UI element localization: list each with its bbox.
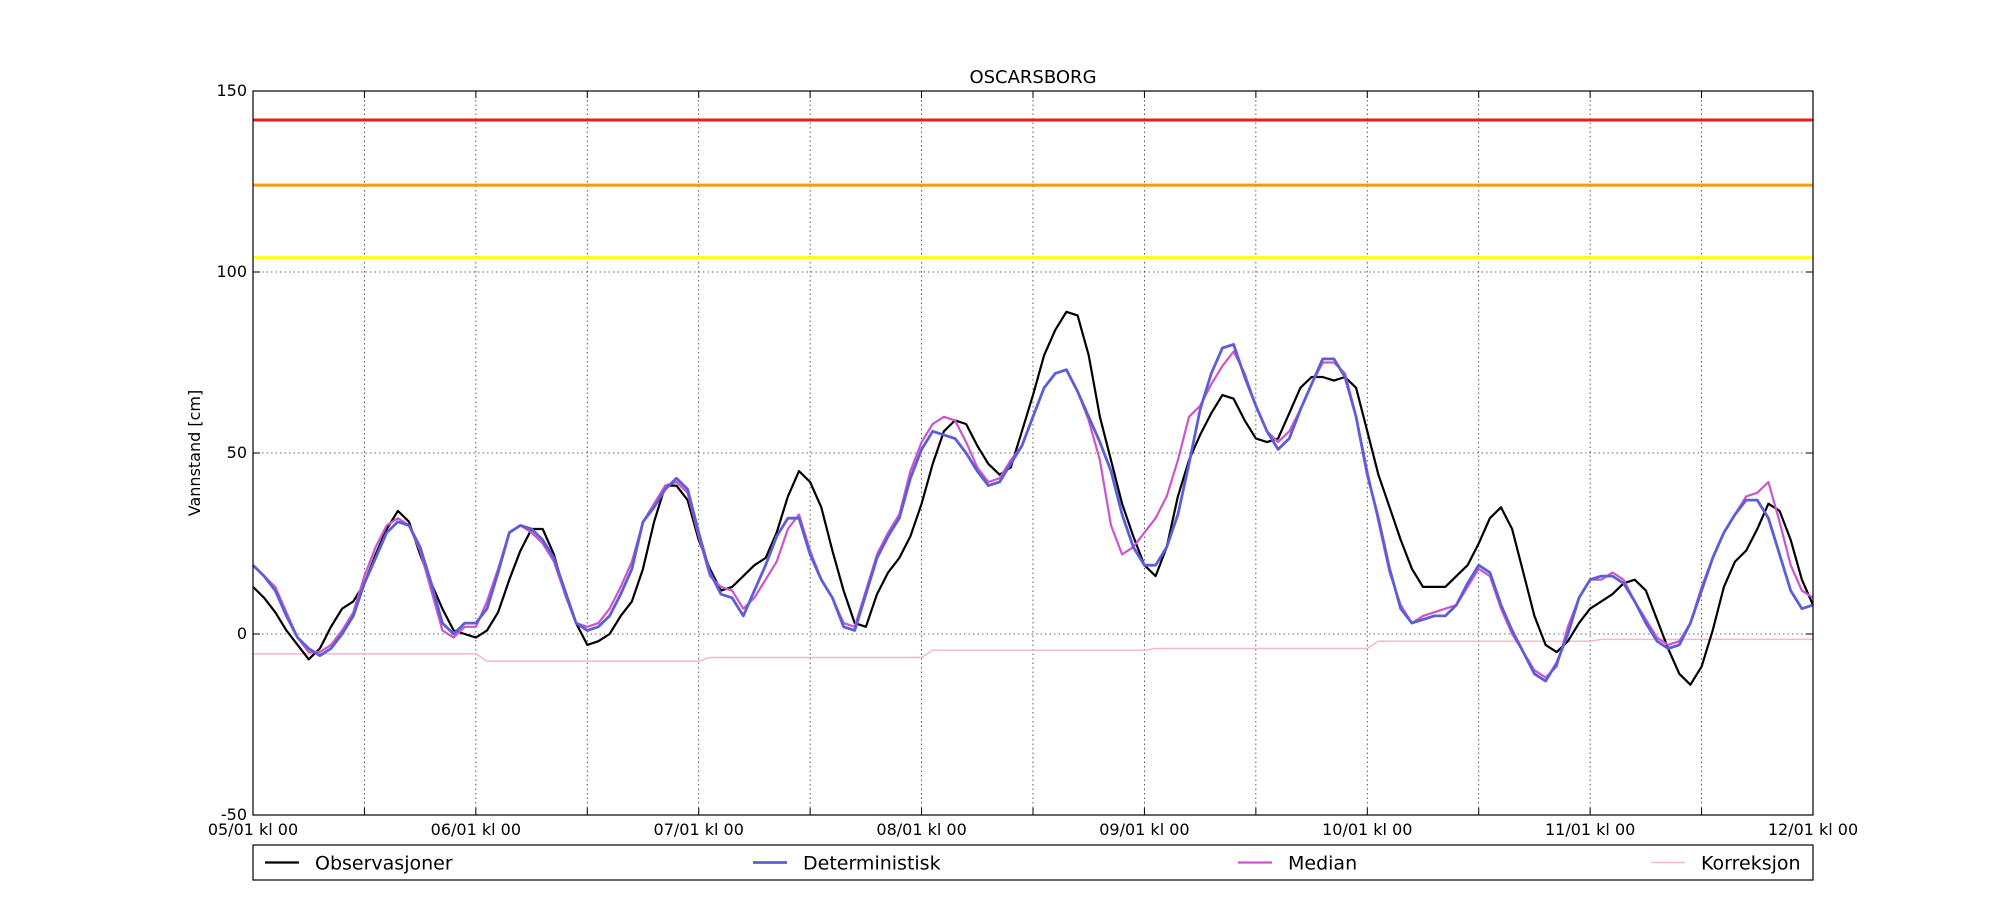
legend-label-deterministisk: Deterministisk: [803, 853, 941, 875]
threshold-lines: [253, 118, 1813, 260]
x-tick-label-12: 11/01 kl 00: [1545, 820, 1635, 839]
legend-label-median: Median: [1288, 853, 1357, 875]
x-tick-label-0: 05/01 kl 00: [208, 820, 298, 839]
series-lines: [252, 310, 1815, 686]
series-line-korreksjon: [253, 638, 1813, 662]
x-tick-label-4: 07/01 kl 00: [654, 820, 744, 839]
legend-box: [252, 844, 1814, 881]
series-line-observasjoner: [252, 310, 1815, 686]
y-tick-label-3: 100: [216, 262, 247, 281]
y-tick-label-1: 0: [237, 624, 247, 643]
x-tick-label-10: 10/01 kl 00: [1322, 820, 1412, 839]
x-tick-label-14: 12/01 kl 00: [1768, 820, 1858, 839]
y-tick-label-0: -50: [221, 805, 247, 824]
y-tick-label-4: 150: [216, 81, 247, 100]
y-tick-label-2: 50: [227, 443, 247, 462]
grid: [252, 90, 1814, 816]
chart-title: OSCARSBORG: [969, 67, 1096, 88]
legend-label-observasjoner: Observasjoner: [315, 853, 453, 875]
series-line-deterministisk: [252, 343, 1814, 683]
legend: Observasjoner Deterministisk Median Korreks…: [252, 844, 1814, 881]
y-axis-label: Vannstand [cm]: [185, 390, 204, 516]
x-tick-label-2: 06/01 kl 00: [431, 820, 521, 839]
legend-label-korreksjon: Korreksjon: [1701, 853, 1801, 875]
x-tick-label-6: 08/01 kl 00: [876, 820, 966, 839]
axis-ticks: 05/01 kl 00 06/01 kl 00 07/01 kl 00 08/01 k…: [208, 81, 1858, 839]
x-tick-label-8: 09/01 kl 00: [1099, 820, 1189, 839]
